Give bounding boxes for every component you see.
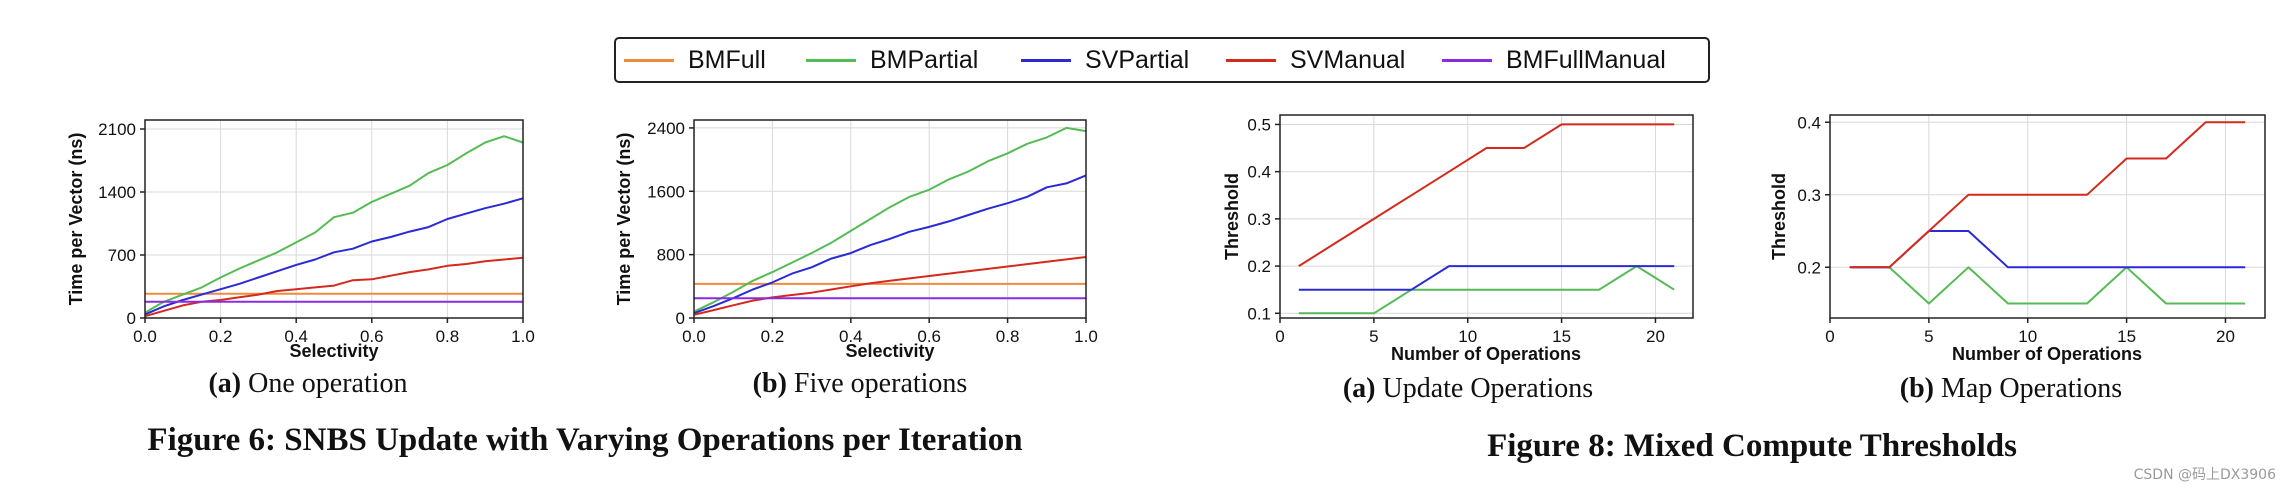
x-tick-label: 15 [1552, 327, 1571, 346]
subcaption-tag: (b) [752, 368, 787, 399]
y-axis-label: Time per Vector (ns) [66, 133, 86, 306]
series-line-bmpartial [1298, 265, 1675, 315]
figure-6-caption: Figure 6: SNBS Update with Varying Opera… [147, 422, 1023, 458]
subcaption-text: Map Operations [1934, 373, 2123, 404]
y-axis-label: Threshold [1769, 173, 1789, 260]
x-axis-label: Number of Operations [1952, 344, 2142, 364]
fig8a-chart: 0 5 10 15 20 0.1 0.2 0.3 0.4 0.5 Number of Operati… [1222, 114, 1694, 364]
x-tick-label: 20 [1646, 327, 1665, 346]
y-tick-label: 2100 [98, 120, 136, 139]
x-tick-label: 10 [2018, 327, 2037, 346]
series-line-svmanual [1849, 121, 2246, 269]
x-tick-label: 0.8 [436, 327, 460, 346]
subcaption-fig8b: (b) Map Operations [1900, 373, 2122, 405]
x-tick-label: 20 [2216, 327, 2235, 346]
y-tick-label: 0.2 [1247, 257, 1271, 276]
y-tick-label: 0.5 [1247, 115, 1271, 134]
x-tick-label: 0.2 [209, 327, 233, 346]
x-tick-label: 0.4 [839, 327, 863, 346]
legend-label: BMFullManual [1506, 45, 1666, 74]
plot-frame [144, 119, 524, 319]
legend-swatch [1226, 58, 1276, 62]
y-axis-label: Threshold [1222, 173, 1242, 260]
y-tick-label: 0.1 [1247, 304, 1271, 323]
x-tick-label: 0.6 [917, 327, 941, 346]
x-tick-label: 0.4 [284, 327, 308, 346]
subcaption-tag: (a) [208, 368, 242, 399]
series-line-svpartial [693, 174, 1087, 315]
series-line-svmanual [1298, 123, 1675, 267]
y-tick-label: 0.4 [1247, 163, 1271, 182]
subcaption-text: Five operations [786, 368, 968, 399]
watermark: CSDN @码上DX3906 [2133, 467, 2276, 483]
subcaption-fig6b: (b) Five operations [753, 368, 968, 400]
series-line-svpartial [144, 197, 524, 316]
y-tick-label: 0.3 [1247, 210, 1271, 229]
x-tick-label: 0.0 [133, 327, 157, 346]
legend-swatch [624, 58, 674, 62]
x-tick-label: 1.0 [1074, 327, 1098, 346]
series-line-bmpartial [144, 135, 524, 314]
legend-label: BMPartial [870, 45, 979, 74]
y-tick-label: 2400 [647, 119, 685, 138]
legend-item-svmanual: SVManual [1226, 39, 1405, 81]
plot-frame [1279, 114, 1694, 319]
x-tick-label: 0.2 [761, 327, 785, 346]
fig6a-chart: 0.0 0.2 0.4 0.6 0.8 1.0 0 700 1400 2100 Selectivit… [66, 119, 535, 361]
subcaption-text: Update Operations [1375, 373, 1594, 404]
y-tick-label: 0 [676, 309, 685, 328]
y-tick-label: 700 [108, 246, 136, 265]
series-line-svmanual [693, 256, 1087, 316]
y-axis-label: Time per Vector (ns) [614, 133, 634, 306]
series-line-svpartial [1298, 265, 1675, 291]
y-tick-label: 0.4 [1797, 113, 1821, 132]
y-tick-label: 1400 [98, 183, 136, 202]
x-axis-label: Number of Operations [1391, 344, 1581, 364]
legend-item-svpartial: SVPartial [1021, 39, 1189, 81]
x-tick-label: 1.0 [511, 327, 535, 346]
legend-item-bmfull: BMFull [624, 39, 766, 81]
legend-swatch [1442, 58, 1492, 62]
series-line-bmpartial [1849, 266, 2246, 305]
legend-swatch [1021, 58, 1071, 62]
x-tick-label: 0.0 [682, 327, 706, 346]
y-tick-label: 0.3 [1797, 186, 1821, 205]
x-tick-label: 15 [2117, 327, 2136, 346]
subcaption-fig8a: (a) Update Operations [1343, 373, 1593, 405]
x-tick-label: 0 [1825, 327, 1834, 346]
legend-item-bmpartial: BMPartial [806, 39, 978, 81]
legend: BMFull BMPartial SVPartial SVManual BMFu… [614, 37, 1710, 83]
fig8b-chart: 0 5 10 15 20 0.2 0.3 0.4 Number of Operations Thr… [1769, 113, 2266, 364]
x-tick-label: 10 [1458, 327, 1477, 346]
subcaption-tag: (b) [1899, 373, 1935, 404]
series-line-bmpartial [693, 126, 1087, 313]
x-axis-label: Selectivity [845, 341, 934, 361]
legend-label: SVPartial [1085, 45, 1190, 74]
x-tick-label: 5 [1924, 327, 1933, 346]
plot-frame [693, 119, 1087, 319]
x-tick-label: 0 [1275, 327, 1284, 346]
x-tick-label: 0.6 [360, 327, 384, 346]
y-tick-label: 0.2 [1797, 258, 1821, 277]
fig6b-chart: 0.0 0.2 0.4 0.6 0.8 1.0 0 800 1600 2400 Selectivit… [614, 119, 1098, 361]
legend-item-bmfullmanual: BMFullManual [1442, 39, 1666, 81]
x-tick-label: 5 [1369, 327, 1378, 346]
legend-swatch [806, 58, 856, 62]
legend-label: BMFull [688, 45, 766, 74]
subcaption-text: One operation [241, 368, 408, 399]
legend-label: SVManual [1290, 45, 1406, 74]
y-tick-label: 0 [127, 309, 136, 328]
y-tick-label: 1600 [647, 182, 685, 201]
subcaption-fig6a: (a) One operation [208, 368, 407, 400]
plot-frame [1829, 114, 2266, 319]
figure-8-caption: Figure 8: Mixed Compute Thresholds [1487, 428, 2017, 464]
y-tick-label: 800 [657, 246, 685, 265]
x-tick-label: 0.8 [996, 327, 1020, 346]
subcaption-tag: (a) [1342, 373, 1376, 404]
x-axis-label: Selectivity [289, 341, 378, 361]
